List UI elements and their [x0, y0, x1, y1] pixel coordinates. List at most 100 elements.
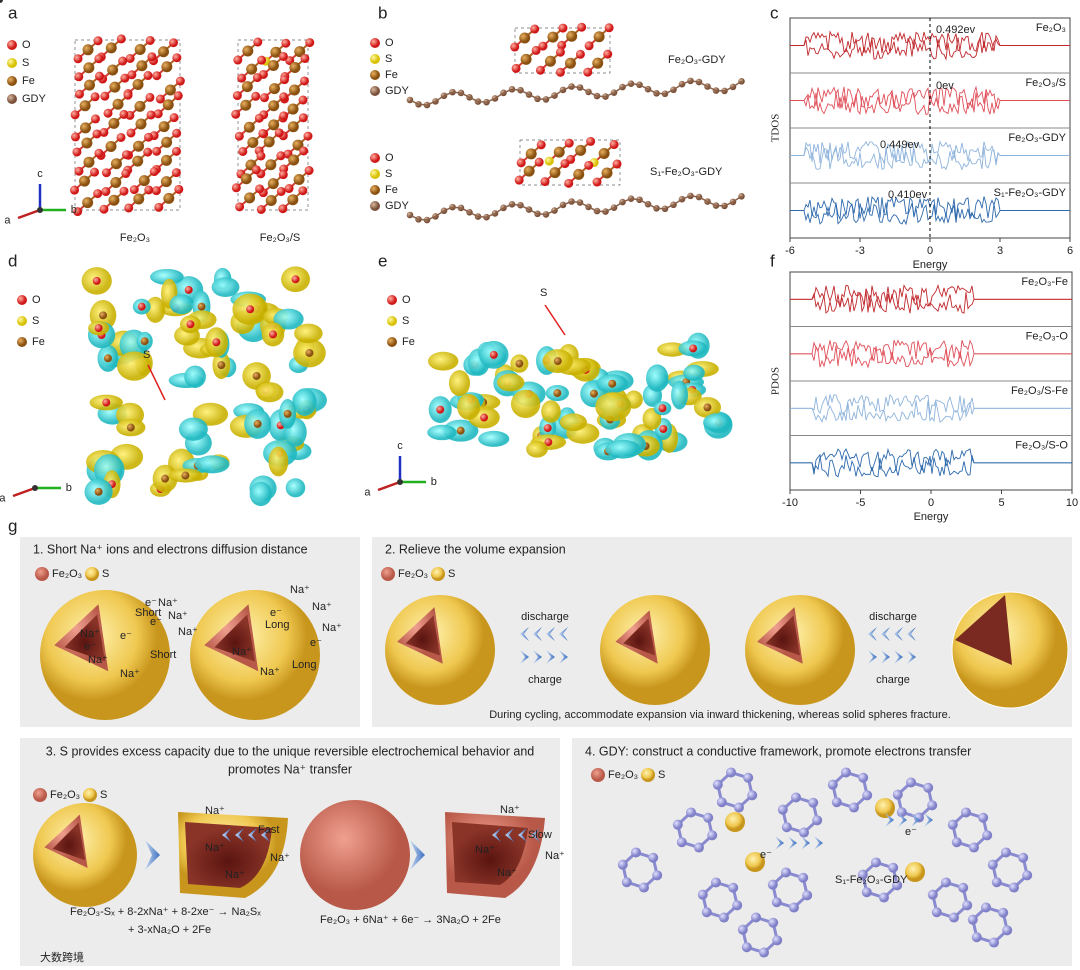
density-blob [145, 296, 166, 323]
gdy-atom [896, 807, 907, 818]
atom [612, 159, 622, 169]
legend-swatch [431, 567, 445, 581]
chevron [868, 627, 877, 641]
gdy-atom [771, 897, 782, 908]
density-blob [211, 277, 240, 297]
atom [155, 94, 165, 104]
atom [161, 474, 170, 483]
atom [238, 146, 248, 156]
atom [160, 176, 172, 188]
gdy-atom [798, 827, 809, 838]
atom [163, 192, 175, 204]
unit-cell [74, 39, 181, 211]
chevron [894, 650, 903, 664]
atom [99, 311, 108, 320]
density-blob [273, 308, 304, 330]
crystal-structure [514, 136, 622, 188]
axis-label: a [4, 214, 11, 226]
gdy-bond [528, 208, 538, 215]
atom [74, 166, 84, 176]
density-blob [294, 323, 323, 344]
legend-label: S [385, 53, 392, 65]
atom [94, 148, 104, 158]
x-axis-label: Energy [913, 259, 948, 271]
gdy-atom [848, 802, 859, 813]
chevron [881, 627, 890, 641]
chevron [531, 828, 540, 842]
density-blob [497, 373, 525, 392]
legend-swatch [370, 54, 380, 64]
atom [81, 137, 93, 149]
legend-swatch [35, 567, 49, 581]
legend-label: Fe [402, 336, 415, 348]
atom [237, 73, 247, 83]
atom [544, 438, 553, 447]
atom [609, 140, 619, 150]
atom [535, 65, 545, 75]
trace-label: S₁-Fe₂O₃-GDY [994, 187, 1067, 199]
atom [102, 398, 111, 407]
legend-swatch [387, 337, 397, 347]
legend-label: O [402, 294, 411, 306]
atom [536, 140, 546, 150]
legend-swatch [7, 94, 17, 104]
atom [242, 45, 254, 57]
atom [519, 32, 531, 44]
gdy-atom [733, 802, 744, 813]
atom [601, 167, 613, 179]
gdy-atom [772, 935, 783, 946]
atom [133, 193, 145, 205]
atom [108, 194, 120, 206]
atom [253, 37, 263, 47]
gdy-bond [571, 200, 581, 204]
gdy-atom [791, 792, 802, 803]
axis-label: b [71, 204, 77, 216]
box-title: 1. Short Na⁺ ions and electrons diffusio… [33, 542, 308, 556]
atom [105, 42, 117, 54]
cavity [623, 618, 655, 656]
density-blob [184, 365, 206, 388]
gdy-atom [971, 932, 982, 943]
axis-origin [32, 485, 38, 491]
gdy-bond [494, 92, 504, 100]
atom [143, 71, 153, 81]
atom [140, 337, 149, 346]
sphere-label: Na⁺ [88, 654, 108, 666]
gdy-atom [781, 822, 792, 833]
gdy-atom [711, 877, 722, 888]
legend-swatch [17, 337, 27, 347]
atom [108, 117, 120, 129]
chevron [492, 828, 501, 842]
gdy-atom [617, 859, 628, 870]
legend-swatch [17, 295, 27, 305]
sphere-label: Na⁺ [270, 852, 290, 864]
atom [161, 61, 173, 73]
gdy-bond [469, 211, 479, 218]
atom [103, 354, 112, 363]
sphere-label: Short [150, 649, 176, 661]
gdy-atom [718, 912, 729, 923]
atom [265, 194, 277, 206]
sphere-label: Na⁺ [545, 850, 565, 862]
gdy-bond [486, 212, 496, 218]
gdy-atom [961, 807, 972, 818]
atom [268, 119, 280, 131]
atom [132, 79, 144, 91]
cavity [52, 822, 85, 861]
gdy-bond [579, 86, 589, 93]
box-title: 4. GDY: construct a conductive framework… [585, 744, 971, 758]
atom [300, 53, 310, 63]
atom [689, 344, 698, 353]
gdy-atom [1018, 852, 1029, 863]
atom [169, 113, 179, 123]
density-blob [195, 455, 230, 474]
atom [244, 192, 256, 204]
gdy-atom [707, 830, 718, 841]
atom [564, 138, 574, 148]
atom [584, 41, 594, 51]
gdy-bond [545, 94, 555, 101]
atom [255, 184, 265, 194]
atom [279, 111, 289, 121]
gdy-bond [452, 91, 462, 94]
legend-swatch [387, 295, 397, 305]
